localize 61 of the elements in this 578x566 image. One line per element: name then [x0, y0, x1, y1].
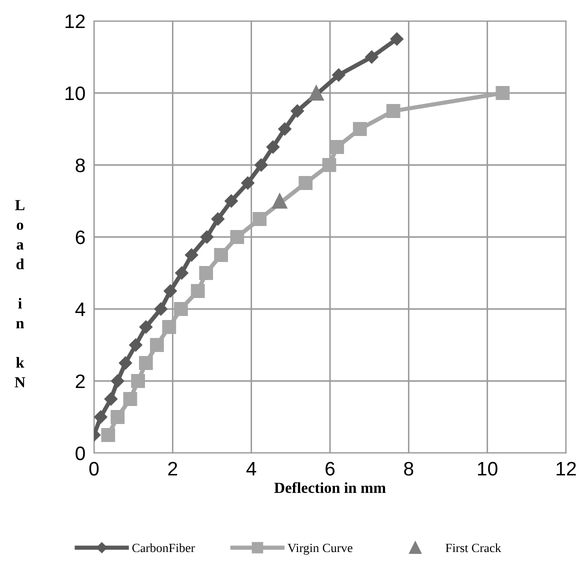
point [154, 302, 168, 316]
point [175, 266, 188, 280]
point [199, 266, 214, 280]
point [174, 302, 188, 316]
point [139, 320, 153, 334]
x-tick-label: 2 [168, 462, 178, 476]
point [94, 410, 108, 424]
point [104, 392, 118, 406]
point [162, 320, 176, 334]
legend-label: Virgin Curve [288, 544, 352, 555]
y-tick-label: 0 [76, 446, 85, 460]
point [150, 338, 164, 352]
point [330, 140, 344, 154]
point [211, 212, 224, 226]
point [190, 284, 205, 298]
point [332, 68, 346, 82]
x-tick-label: 4 [246, 462, 256, 476]
text: Load in kN [14, 200, 26, 388]
point [290, 104, 304, 118]
x-tick-label: 8 [404, 462, 414, 476]
point [214, 248, 228, 262]
point [272, 193, 288, 209]
point [184, 248, 198, 262]
point [118, 356, 132, 370]
point [230, 230, 244, 244]
legend-label: CarbonFiber [132, 543, 195, 552]
y-tick-label: 8 [76, 158, 85, 172]
point [365, 50, 378, 64]
point [266, 140, 280, 154]
x-axis-title: Deflection in mm [274, 482, 386, 493]
point [131, 374, 145, 388]
legend-label: First Crack [446, 543, 502, 552]
y-tick-label: 4 [75, 302, 86, 316]
point [200, 230, 214, 244]
point [101, 428, 116, 442]
point [254, 158, 268, 172]
point [110, 410, 125, 424]
point [224, 194, 238, 208]
point [390, 32, 404, 46]
point [322, 158, 336, 172]
point [164, 284, 177, 298]
y-tick-label: 6 [76, 230, 85, 244]
point [138, 356, 153, 370]
point [386, 104, 400, 118]
point [496, 86, 510, 100]
point [123, 392, 138, 406]
y-tick-label: 12 [66, 14, 85, 28]
point [352, 122, 367, 136]
point [252, 212, 267, 226]
point [129, 338, 142, 352]
point [308, 85, 324, 101]
point [241, 176, 254, 190]
y-tick-label: 10 [66, 86, 85, 100]
x-tick-label: 10 [478, 462, 498, 476]
point [111, 374, 124, 388]
x-tick-label: 0 [89, 462, 99, 476]
x-tick-label: 6 [326, 462, 335, 476]
x-tick-label: 12 [556, 462, 576, 476]
point [278, 122, 292, 136]
y-tick-label: 2 [76, 374, 85, 388]
point [298, 176, 313, 190]
